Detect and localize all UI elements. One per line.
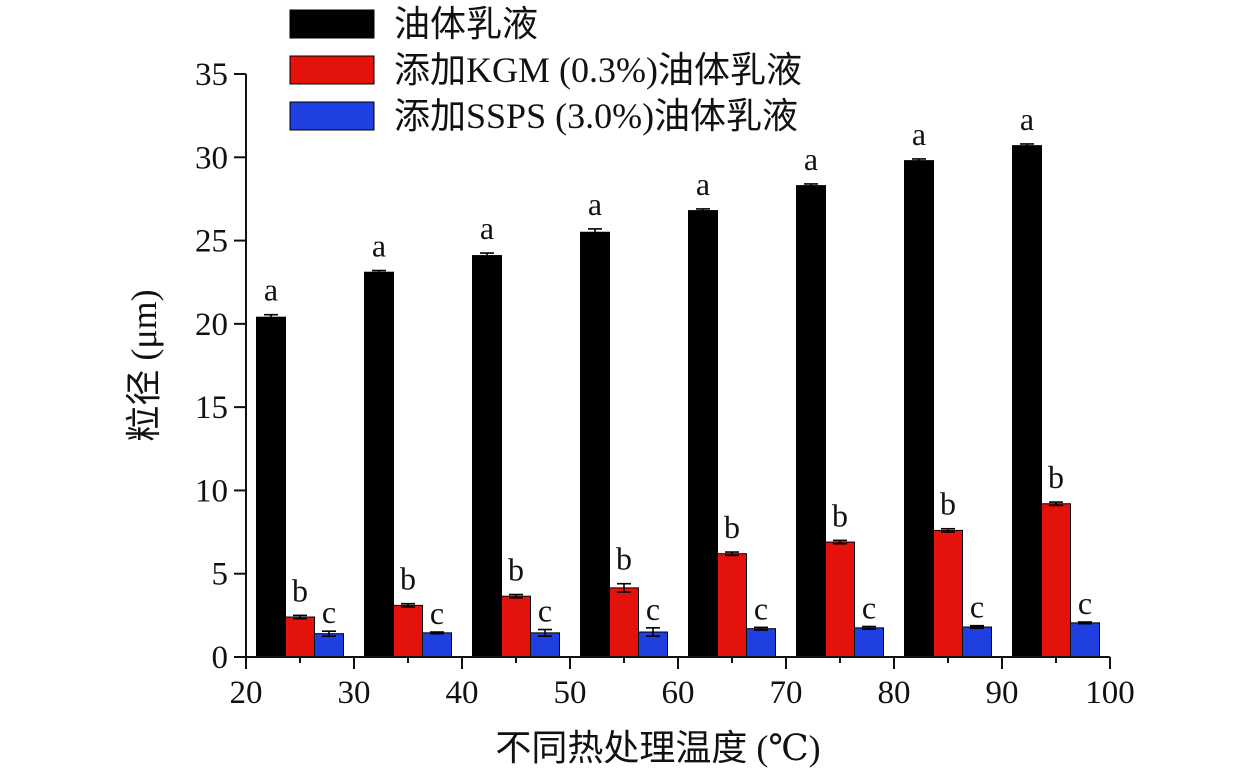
bar-series-2 (717, 553, 747, 658)
legend-label-3: 添加SSPS (3.0%)油体乳液 (394, 96, 798, 136)
bar-series-2 (501, 595, 531, 658)
legend-swatch-1 (289, 9, 375, 39)
x-tick-label: 40 (446, 675, 479, 711)
bar-series-2 (393, 604, 423, 658)
significance-label: a (264, 272, 278, 308)
significance-label: c (862, 590, 876, 626)
bar-series-3 (314, 633, 344, 658)
y-tick-label: 0 (212, 640, 229, 676)
y-tick-label: 5 (212, 557, 229, 593)
legend-label-2: 添加KGM (0.3%)油体乳液 (394, 50, 802, 90)
x-tick-label: 60 (662, 675, 695, 711)
y-tick-label: 20 (195, 307, 228, 343)
significance-label: a (912, 116, 926, 152)
bar-series-2 (825, 541, 855, 658)
y-tick-label: 10 (195, 473, 228, 509)
x-tick-label: 50 (554, 675, 587, 711)
x-tick-label: 80 (878, 675, 911, 711)
bar-series-2 (285, 616, 315, 658)
bar-series-1 (688, 210, 718, 658)
y-tick-label: 15 (195, 390, 228, 426)
significance-label: b (400, 561, 416, 597)
bar-series-3 (746, 628, 776, 658)
significance-label: b (1048, 459, 1064, 495)
significance-label: c (322, 594, 336, 630)
y-ticks: 0 5 10 15 20 25 30 35 (195, 57, 246, 676)
bar-series-2 (609, 587, 639, 658)
significance-label: c (430, 595, 444, 631)
y-tick-label: 30 (195, 140, 228, 176)
x-tick-label: 20 (230, 675, 263, 711)
significance-label: a (588, 186, 602, 222)
bar-series-1 (256, 316, 286, 658)
significance-label: b (292, 572, 308, 608)
bar-series-2 (933, 529, 963, 658)
y-tick-label: 35 (195, 57, 228, 93)
x-tick-label: 30 (338, 675, 371, 711)
significance-label: a (480, 210, 494, 246)
bar-series-1 (580, 231, 610, 658)
significance-label: b (724, 509, 740, 545)
bar-series-1 (1012, 145, 1042, 658)
bar-series-2 (1041, 503, 1071, 658)
significance-label: c (538, 593, 552, 629)
bar-series-3 (1070, 622, 1100, 658)
significance-label: c (646, 591, 660, 627)
legend-swatch-2 (289, 55, 375, 85)
x-ticks: 20 30 40 50 60 70 80 90 100 (230, 657, 1135, 711)
y-tick-label: 25 (195, 224, 228, 260)
bar-series-3 (422, 632, 452, 658)
significance-label: c (1078, 585, 1092, 621)
bar-series-3 (854, 627, 884, 658)
significance-label: a (372, 228, 386, 264)
x-tick-label: 90 (986, 675, 1019, 711)
significance-label: c (970, 589, 984, 625)
bar-series-1 (796, 185, 826, 658)
bar-series-1 (904, 160, 934, 658)
x-axis-title: 不同热处理温度 (℃) (495, 728, 820, 768)
y-axis-title: 粒径 (μm) (124, 289, 164, 441)
significance-label: a (804, 141, 818, 177)
x-tick-label: 70 (770, 675, 803, 711)
legend-label-1: 油体乳液 (394, 4, 538, 44)
significance-label: b (832, 497, 848, 533)
significance-label: a (696, 166, 710, 202)
bar-series-3 (962, 626, 992, 658)
bar-series-1 (472, 255, 502, 658)
x-tick-label: 100 (1085, 675, 1135, 711)
legend-swatch-3 (289, 101, 375, 131)
significance-label: c (754, 590, 768, 626)
bar-series-1 (364, 271, 394, 658)
significance-label: b (508, 552, 524, 588)
significance-label: b (616, 541, 632, 577)
significance-label: b (940, 486, 956, 522)
significance-label: a (1020, 101, 1034, 137)
